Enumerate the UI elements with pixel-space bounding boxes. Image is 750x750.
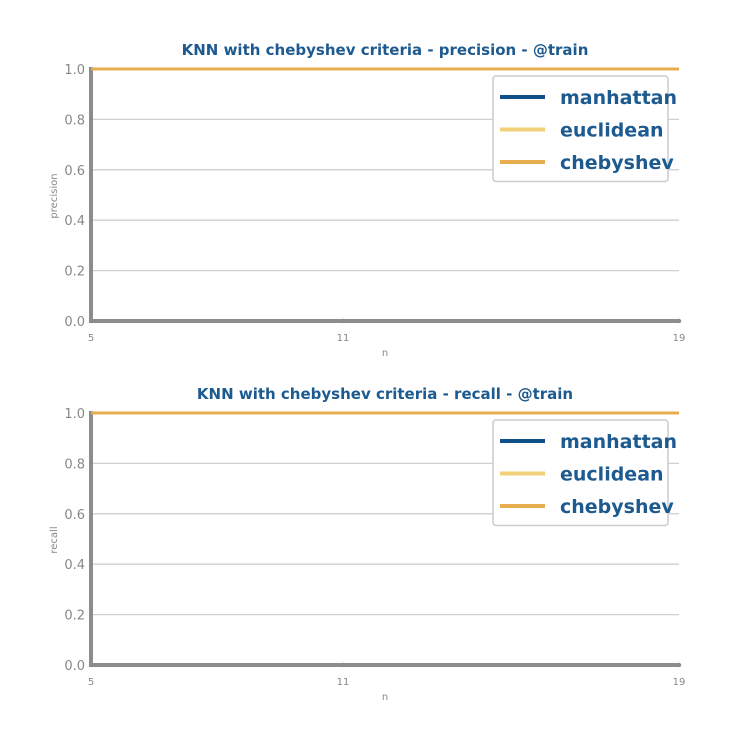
y-tick-label: 1.0 [64,63,85,78]
chart-title: KNN with chebyshev criteria - precision … [182,41,589,59]
y-tick-label: 0.6 [64,508,85,523]
x-tick-mark [676,662,682,668]
legend-box [492,75,669,183]
y-tick-label: 1.0 [64,407,85,422]
y-tick-label: 0.6 [64,164,85,179]
chart-title: KNN with chebyshev criteria - recall - @… [197,385,573,403]
legend-box [492,419,669,527]
y-tick-label: 0.0 [64,315,85,330]
legend-label-euclidean: euclidean [560,120,664,142]
x-tick-label: 11 [337,677,350,688]
legend-label-manhattan: manhattan [560,87,677,109]
y-tick-label: 0.2 [64,609,85,624]
legend-label-euclidean: euclidean [560,464,664,486]
x-tick-mark [676,318,682,324]
y-tick-label: 0.4 [64,214,85,229]
x-tick-label: 5 [88,677,94,688]
y-tick-label: 0.0 [64,659,85,674]
x-axis-label: n [382,348,388,359]
x-axis-label: n [382,692,388,703]
x-tick-label: 19 [673,677,686,688]
y-axis-label: precision [49,173,60,218]
x-tick-mark [340,318,346,324]
y-tick-label: 0.2 [64,265,85,280]
y-axis-label: recall [49,526,60,553]
precision-panel: KNN with chebyshev criteria - precision … [49,41,685,359]
recall-panel: KNN with chebyshev criteria - recall - @… [49,385,685,703]
legend-label-manhattan: manhattan [560,431,677,453]
y-tick-label: 0.8 [64,113,85,128]
legend-label-chebyshev: chebyshev [560,496,674,518]
x-tick-label: 19 [673,333,686,344]
legend-label-chebyshev: chebyshev [560,152,674,174]
x-tick-mark [340,662,346,668]
x-tick-label: 5 [88,333,94,344]
x-tick-mark [88,318,94,324]
x-tick-label: 11 [337,333,350,344]
x-tick-mark [88,662,94,668]
y-tick-label: 0.8 [64,457,85,472]
y-tick-label: 0.4 [64,558,85,573]
